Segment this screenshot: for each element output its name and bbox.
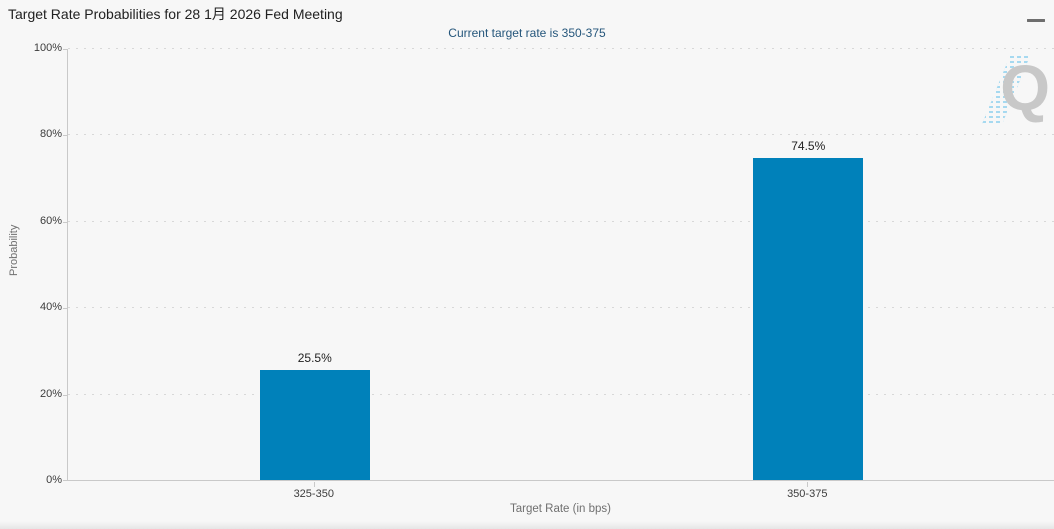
chart-title: Target Rate Probabilities for 28 1月 2026… <box>8 6 343 22</box>
gridline-40 <box>68 307 1054 309</box>
bar-value-label: 74.5% <box>791 139 826 154</box>
x-tick-mark <box>807 482 809 487</box>
gridline-80 <box>68 134 1054 136</box>
x-tick-label: 325-350 <box>293 488 334 500</box>
x-tick-mark <box>313 482 315 487</box>
y-tick-label: 100% <box>33 42 62 54</box>
bar-325-350[interactable] <box>259 369 370 480</box>
y-tick-mark <box>63 308 68 310</box>
chart-subtitle: Current target rate is 350-375 <box>448 26 606 40</box>
y-tick-mark <box>63 221 68 223</box>
hamburger-menu-icon[interactable] <box>1026 6 1046 22</box>
x-tick-label: 350-375 <box>787 488 828 500</box>
hamburger-bar <box>1027 19 1045 22</box>
y-tick-label: 0% <box>46 474 62 486</box>
x-axis-labels: 325-350 350-375 <box>67 481 1054 507</box>
bar-350-375[interactable] <box>753 158 864 480</box>
y-tick-mark <box>63 480 68 481</box>
y-tick-label: 80% <box>39 128 62 141</box>
x-axis-title: Target Rate (in bps) <box>510 503 611 515</box>
y-tick-label: 20% <box>39 387 62 400</box>
y-tick-mark <box>63 135 68 137</box>
bar-value-label: 25.5% <box>297 350 332 365</box>
y-tick-mark <box>63 394 68 396</box>
gridline-60 <box>68 220 1054 222</box>
y-axis-labels: 0% 20% 40% 60% 80% 100% <box>0 42 62 486</box>
y-tick-label: 40% <box>39 301 62 314</box>
gridline-100 <box>68 48 1054 49</box>
y-tick-mark <box>63 49 68 50</box>
gridline-20 <box>68 393 1054 395</box>
plot-area: 25.5% 74.5% <box>63 48 1054 481</box>
y-tick-label: 60% <box>39 214 62 227</box>
bottom-shadow <box>0 521 1054 529</box>
